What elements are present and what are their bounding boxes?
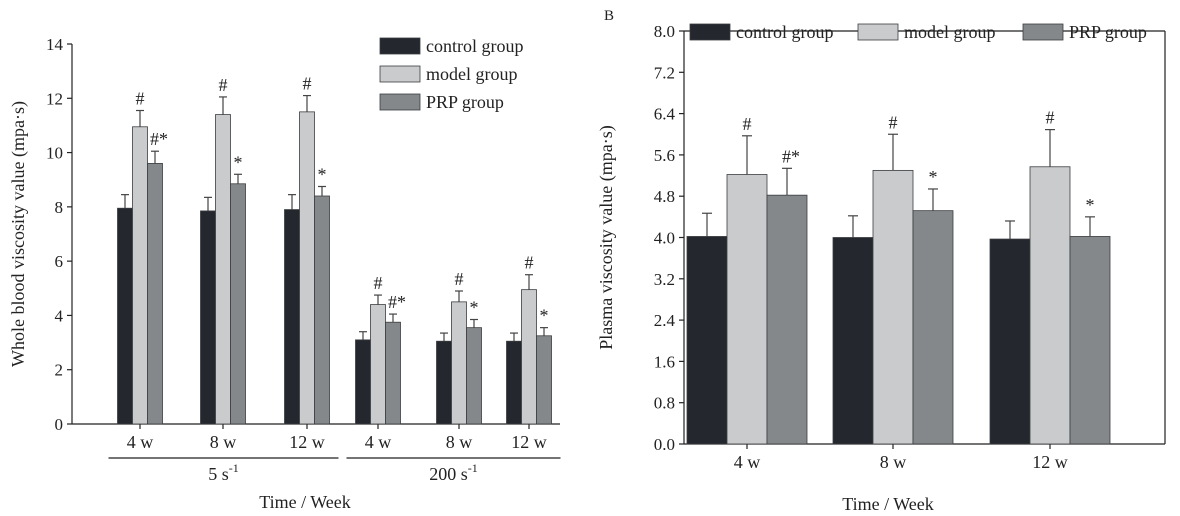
bar-model-group [726, 174, 768, 445]
category-group-label: 200 s-1 [429, 461, 478, 484]
category-group-text: 5 s [208, 464, 229, 484]
significance-marker: # [525, 253, 534, 273]
legend-label: PRP group [1069, 22, 1147, 42]
category-group-label: 5 s-1 [208, 461, 239, 484]
bar-prp-group [536, 335, 552, 425]
bar-prp-group [385, 321, 401, 425]
x-tick-label: 4 w [365, 432, 392, 452]
bar-prp-group [466, 327, 482, 425]
y-tick-label: 8 [55, 198, 64, 217]
y-tick-label: 0 [55, 415, 64, 434]
x-tick-label: 8 w [880, 452, 907, 472]
category-group-superscript: -1 [468, 461, 478, 475]
legend-swatch [379, 37, 421, 55]
y-axis-label: Plasma viscosity value (mpa·s) [596, 125, 617, 349]
bar-model-group [299, 111, 315, 425]
y-tick-label: 4.0 [654, 229, 675, 248]
bar-prp-group [147, 163, 163, 425]
legend-label: PRP group [426, 92, 504, 112]
x-tick-label: 12 w [511, 432, 547, 452]
significance-marker: * [470, 298, 479, 318]
legend-swatch [689, 23, 731, 41]
legend-swatch [857, 23, 899, 41]
bar-prp-group [912, 210, 954, 445]
category-group-superscript: -1 [229, 461, 239, 475]
bar-model-group [132, 126, 148, 425]
significance-marker: # [136, 89, 145, 109]
bar-control-group [355, 339, 371, 425]
bar-control-group [506, 340, 522, 425]
y-tick-label: 0.0 [654, 435, 675, 454]
y-tick-label: 4 [55, 306, 64, 325]
chart-panel-a: 0 2 4 6 8 10 12 14 Whole blood viscosity value (… [8, 35, 561, 512]
legend-swatch [379, 93, 421, 111]
x-axis-label: Time / Week [842, 494, 934, 514]
significance-marker: #* [782, 146, 800, 166]
bar-control-group [686, 236, 728, 445]
significance-marker: * [318, 165, 327, 185]
legend-swatch [379, 65, 421, 83]
x-tick-label: 8 w [446, 432, 473, 452]
significance-marker: # [374, 273, 383, 293]
bar-model-group [451, 301, 467, 425]
significance-marker: * [540, 306, 549, 326]
y-tick-label: 2.4 [654, 311, 676, 330]
bar-model-group [1029, 166, 1071, 445]
bar-control-group [200, 210, 216, 425]
y-tick-label: 6 [55, 252, 64, 271]
x-tick-label: 12 w [1032, 452, 1068, 472]
y-tick-label: 14 [46, 35, 64, 54]
significance-marker: # [219, 75, 228, 95]
bar-model-group [370, 304, 386, 425]
y-tick-label: 3.2 [654, 270, 675, 289]
significance-marker: * [1086, 195, 1095, 215]
legend-label: model group [426, 64, 518, 84]
bar-prp-group [766, 194, 808, 445]
y-tick-label: 5.6 [654, 146, 675, 165]
y-tick-label: 4.8 [654, 187, 675, 206]
y-tick-label: 1.6 [654, 352, 675, 371]
y-tick-label: 12 [46, 89, 63, 108]
bar-control-group [284, 209, 300, 425]
x-axis-label: Time / Week [259, 492, 351, 512]
bar-prp-group [314, 195, 330, 425]
x-tick-label: 12 w [289, 432, 325, 452]
significance-marker: * [929, 167, 938, 187]
bar-control-group [117, 207, 133, 425]
significance-marker: # [889, 112, 898, 132]
bar-control-group [832, 237, 874, 445]
y-axis-label: Whole blood viscosity value (mpa·s) [8, 101, 29, 367]
y-tick-label: 2 [55, 361, 64, 380]
significance-marker: #* [388, 292, 406, 312]
significance-marker: # [743, 114, 752, 134]
y-tick-label: 0.8 [654, 394, 675, 413]
category-group-text: 200 s [429, 464, 468, 484]
significance-marker: # [303, 74, 312, 94]
legend-label: control group [736, 22, 833, 42]
x-tick-label: 4 w [127, 432, 154, 452]
y-tick-label: 7.2 [654, 63, 675, 82]
bar-prp-group [1069, 236, 1111, 445]
significance-marker: # [1046, 108, 1055, 128]
bar-control-group [436, 340, 452, 425]
y-tick-label: 8.0 [654, 22, 675, 41]
significance-marker: * [234, 152, 243, 172]
y-tick-label: 10 [46, 144, 63, 163]
bar-control-group [989, 238, 1031, 445]
y-tick-label: 6.4 [654, 105, 676, 124]
x-tick-label: 4 w [734, 452, 761, 472]
bar-model-group [872, 169, 914, 445]
bar-prp-group [230, 183, 246, 425]
panel-label: B [604, 8, 614, 24]
chart-panel-b: 0.0 0.8 1.6 2.4 3.2 4.0 4.8 5.6 6.4 7.2 8.0 Plasma … [596, 8, 1166, 514]
significance-marker: #* [150, 129, 168, 149]
legend-swatch [1022, 23, 1064, 41]
bar-model-group [215, 114, 231, 425]
bar-model-group [521, 289, 537, 425]
x-tick-label: 8 w [210, 432, 237, 452]
legend-label: model group [904, 22, 996, 42]
legend-label: control group [426, 36, 523, 56]
significance-marker: # [455, 269, 464, 289]
